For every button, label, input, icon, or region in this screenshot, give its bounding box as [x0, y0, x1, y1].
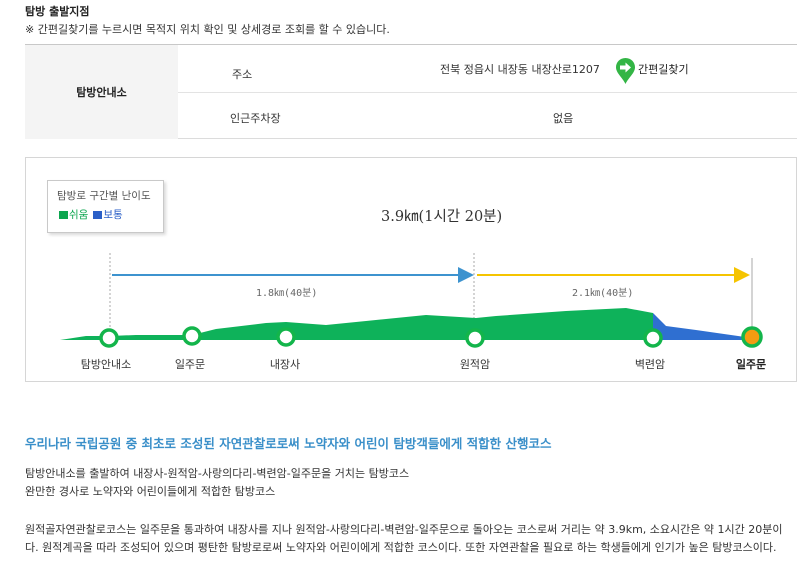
summary-line-1: 탐방안내소를 출발하여 내장사-원적암-사랑의다리-벽련암-일주문을 거치는 탐…: [25, 467, 410, 480]
waypoint-end: [741, 326, 763, 348]
detail-line-1: 원적골자연관찰로코스는 일주문을 통과하여 내장사를 지나 원적암-사랑의다리-…: [25, 523, 783, 536]
section-title: 탐방 출발지점: [25, 5, 90, 18]
point-label-1: 탐방안내소: [80, 358, 132, 371]
elevation-profile: [60, 253, 763, 348]
parking-label: 인근주차장: [230, 112, 281, 125]
legend-easy: 쉬움: [59, 207, 88, 222]
course-summary: 탐방안내소를 출발하여 내장사-원적암-사랑의다리-벽련암-일주문을 거치는 탐…: [25, 465, 409, 501]
waypoint-start: [99, 328, 119, 348]
legend-easy-label: 쉬움: [69, 209, 89, 221]
point-label-4: 원적암: [459, 358, 491, 371]
summary-line-2: 완만한 경사로 노약자와 어린이들에게 적합한 탐방코스: [25, 485, 276, 498]
legend-normal-swatch: [93, 210, 103, 219]
detail-line-2: 다. 원적계곡을 따라 조성되어 있으며 평탄한 탐방로로써 노약자와 어린이에…: [25, 541, 777, 554]
legend-title: 탐방로 구간별 난이도: [57, 190, 151, 202]
map-pin-arrow-icon[interactable]: [615, 57, 636, 85]
segment-1-label: 1.8㎞(40분): [256, 288, 318, 299]
waypoint-iljumun: [182, 326, 202, 346]
waypoint-wonjeokam: [465, 328, 485, 348]
segment-2-label: 2.1㎞(40분): [572, 288, 634, 299]
guide-note: ※ 간편길찾기를 누르시면 목적지 위치 확인 및 상세경로 조회를 할 수 있…: [25, 23, 390, 36]
quick-directions-button[interactable]: 간편길찾기: [638, 63, 689, 76]
route-profile-panel: 탐방로 구간별 난이도 쉬움 보통 3.9㎞(1시간 20분) 1.8㎞(40분…: [25, 157, 797, 382]
address-label: 주소: [232, 68, 253, 81]
parking-value: 없음: [553, 112, 574, 125]
trailhead-info-table: 탐방안내소 주소 전북 정읍시 내장동 내장산로1207 간편길찾기 인근주차장…: [25, 44, 797, 139]
waypoint-byeokryeonam: [643, 328, 663, 348]
address-value: 전북 정읍시 내장동 내장산로1207: [440, 63, 600, 76]
easy-terrain: [60, 308, 653, 340]
table-header: 탐방안내소: [25, 45, 178, 139]
total-distance-time: 3.9㎞(1시간 20분): [381, 209, 503, 225]
difficulty-legend: 탐방로 구간별 난이도 쉬움 보통: [47, 180, 164, 233]
moderate-terrain: [653, 313, 752, 340]
row-divider: [178, 92, 797, 93]
legend-normal-label: 보통: [103, 209, 123, 221]
point-label-3: 내장사: [269, 358, 301, 371]
waypoint-markers: [99, 326, 763, 348]
legend-easy-swatch: [59, 210, 68, 219]
course-detail: 원적골자연관찰로코스는 일주문을 통과하여 내장사를 지나 원적암-사랑의다리-…: [25, 521, 783, 557]
point-label-2: 일주문: [174, 358, 206, 371]
waypoint-naejangsa: [276, 327, 296, 347]
legend-normal: 보통: [93, 207, 123, 222]
point-label-6: 일주문: [735, 358, 767, 371]
point-label-5: 벽련암: [634, 358, 666, 371]
course-headline: 우리나라 국립공원 중 최초로 조성된 자연관찰로로써 노약자와 어린이 탐방객…: [25, 436, 552, 451]
